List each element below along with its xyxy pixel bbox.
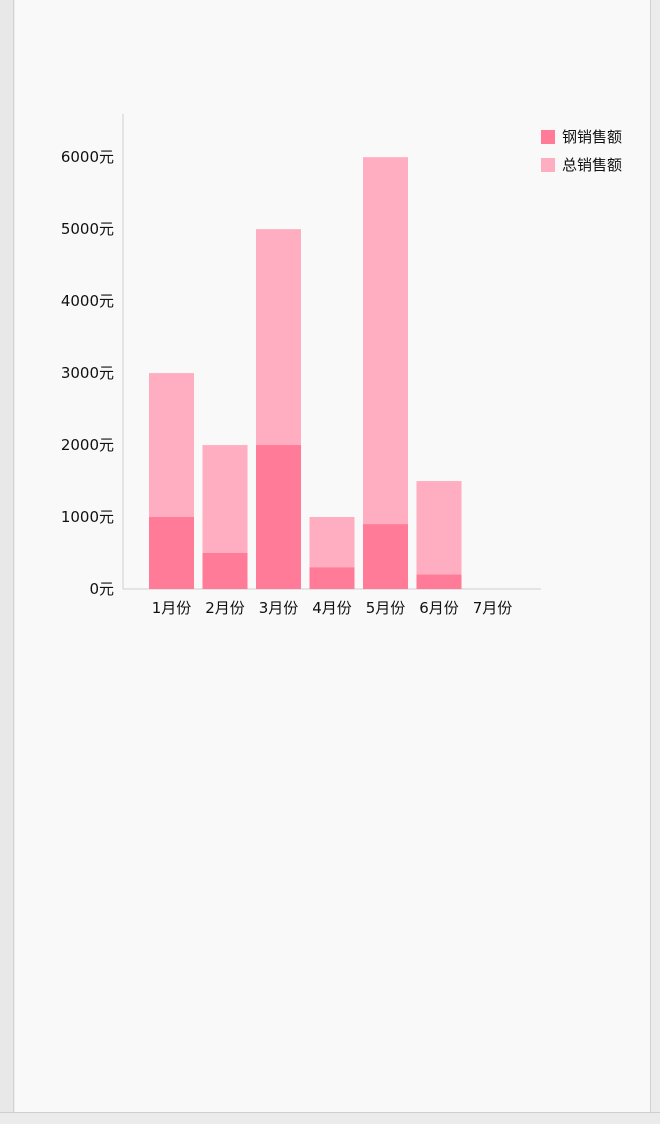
legend-swatch-total-sales: [541, 158, 555, 172]
bar-steel-sales[interactable]: [309, 567, 355, 589]
y-tick-label: 1000元: [61, 508, 114, 526]
y-tick-label: 3000元: [61, 364, 114, 382]
right-scroll-gutter[interactable]: [650, 0, 660, 1112]
bar-steel-sales[interactable]: [416, 574, 462, 589]
y-tick-label: 4000元: [61, 292, 114, 310]
bars: [149, 157, 462, 589]
bar-steel-sales[interactable]: [149, 517, 194, 589]
bottom-bar: [0, 1112, 660, 1124]
legend-swatch-steel-sales: [541, 130, 555, 144]
bar-total-sales[interactable]: [363, 157, 408, 589]
x-tick-label: 5月份: [366, 599, 406, 617]
x-tick-label: 4月份: [312, 599, 352, 617]
x-tick-label: 1月份: [152, 599, 192, 617]
x-axis: 1月份 2月份 3月份 4月份 5月份 6月份 7月份: [123, 588, 541, 617]
bar-steel-sales[interactable]: [363, 524, 408, 589]
y-axis: 0元 1000元 2000元 3000元 4000元 5000元 6000元: [61, 114, 124, 598]
x-tick-label: 3月份: [259, 599, 299, 617]
y-tick-label: 6000元: [61, 148, 114, 166]
bar-steel-sales[interactable]: [256, 445, 301, 589]
x-tick-label: 7月份: [473, 599, 513, 617]
x-tick-label: 2月份: [205, 599, 245, 617]
bar-total-sales[interactable]: [416, 481, 462, 589]
bar-steel-sales[interactable]: [202, 553, 248, 589]
left-gutter: [0, 0, 14, 1112]
y-tick-label: 0元: [89, 580, 114, 598]
y-tick-label: 5000元: [61, 220, 114, 238]
y-tick-label: 2000元: [61, 436, 114, 454]
legend-label-total-sales: 总销售额: [562, 156, 622, 174]
legend-label-steel-sales: 钢销售额: [562, 128, 622, 146]
x-tick-label: 6月份: [419, 599, 459, 617]
